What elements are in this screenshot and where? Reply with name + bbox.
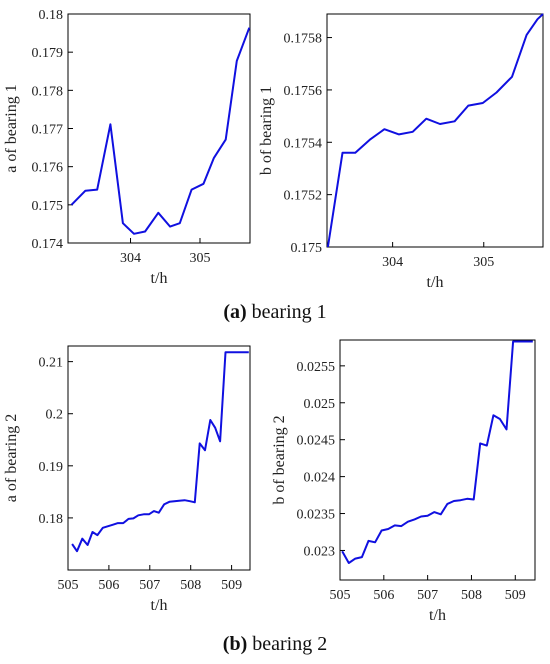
y-tick-label: 0.174 [32,237,64,252]
x-tick-label: 508 [461,588,482,603]
y-tick-label: 0.1754 [284,136,323,151]
y-axis-label: a of bearing 1 [3,84,20,172]
chart-a-bearing-1: 0.174 0.175 0.176 0.177 0.178 0.179 0.18 304 305… [3,8,251,287]
y-tick-label: 0.179 [32,46,64,61]
y-tick-label: 0.024 [304,471,336,486]
y-axis-label: a of bearing 2 [3,414,20,502]
y-tick-label: 0.21 [39,356,64,371]
x-tick-label: 509 [505,588,526,603]
x-axis-label: t/h [151,597,168,614]
y-axis-label: b of bearing 1 [258,86,275,175]
plot-frame [326,13,544,248]
caption-b: (b) bearing 2 [223,633,327,655]
y-tick-label: 0.175 [291,241,323,256]
y-tick-label: 0.023 [304,544,336,559]
series-line [70,27,251,235]
x-axis-label: t/h [151,270,168,287]
y-tick-label: 0.175 [32,199,64,214]
chart-a-bearing-2: 0.18 0.19 0.2 0.21 505 506 507 508 509 t/h a of be… [3,345,251,614]
y-tick-label: 0.1758 [284,32,323,47]
x-axis-label: t/h [427,274,444,291]
x-tick-label: 505 [330,588,351,603]
caption-a-text: bearing 1 [247,301,327,323]
y-tick-label: 0.025 [304,397,336,412]
chart-b-bearing-2: 0.023 0.0235 0.024 0.0245 0.025 0.0255 505 506 5… [271,339,536,624]
y-tick-label: 0.0245 [297,434,336,449]
series-line [341,340,533,564]
series-line [326,13,544,248]
y-axis-label: b of bearing 2 [271,415,288,504]
y-tick-label: 0.18 [39,512,64,527]
x-tick-label: 505 [58,578,79,593]
x-tick-label: 304 [382,255,403,270]
x-tick-label: 304 [120,251,141,266]
series-line [71,351,249,553]
x-tick-label: 506 [373,588,394,603]
y-tick-label: 0.18 [39,8,64,23]
x-tick-label: 305 [189,251,210,266]
plot-frame [339,339,536,581]
plot-frame [67,13,251,244]
y-tick-label: 0.0255 [297,360,336,375]
y-tick-label: 0.0235 [297,508,336,523]
x-tick-label: 509 [221,578,242,593]
x-tick-label: 507 [417,588,438,603]
x-axis-label: t/h [429,607,446,624]
y-tick-label: 0.1752 [284,189,323,204]
caption-b-text: bearing 2 [247,633,327,655]
y-tick-label: 0.177 [32,123,64,138]
y-tick-label: 0.1756 [284,84,323,99]
x-tick-label: 506 [98,578,119,593]
chart-b-bearing-1: 0.175 0.1752 0.1754 0.1756 0.1758 304 305 t/h b … [258,13,544,291]
y-tick-label: 0.19 [39,460,64,475]
x-tick-label: 507 [139,578,160,593]
x-tick-label: 508 [180,578,201,593]
caption-a: (a) bearing 1 [223,301,326,323]
caption-b-letter: (b) [223,633,247,655]
plot-frame [67,345,251,571]
x-tick-label: 305 [473,255,494,270]
y-tick-label: 0.178 [32,84,64,99]
y-tick-label: 0.176 [32,161,64,176]
caption-a-letter: (a) [223,301,246,323]
y-tick-label: 0.2 [46,408,64,423]
